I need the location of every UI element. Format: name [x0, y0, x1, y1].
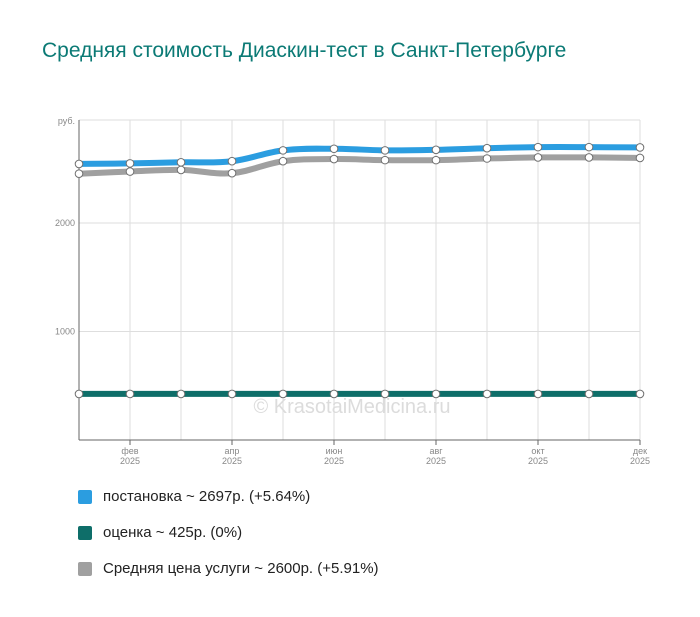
- data-point-average: [482, 154, 492, 163]
- data-point-otsenka: [431, 389, 441, 399]
- x-tick-label-year: 2025: [630, 456, 650, 466]
- watermark-text: © KrasotaiMedicina.ru: [253, 396, 450, 418]
- data-point-postanovka: [227, 156, 237, 166]
- data-point-average: [329, 154, 339, 164]
- grid-lines: [78, 119, 641, 440]
- data-point-otsenka: [278, 389, 288, 399]
- data-point-otsenka: [482, 389, 492, 399]
- y-tick-label: 1000: [55, 327, 75, 337]
- x-tick-label-month: апр: [225, 446, 240, 456]
- data-point-postanovka: [533, 142, 543, 152]
- data-point-average: [533, 153, 543, 162]
- data-point-otsenka: [125, 389, 135, 399]
- x-tick-label-month: окт: [531, 446, 544, 456]
- data-point-postanovka: [584, 142, 594, 152]
- x-tick-label-year: 2025: [528, 456, 548, 466]
- data-point-average: [176, 165, 186, 175]
- x-tick-label-month: дек: [633, 446, 647, 456]
- x-tick-label-year: 2025: [120, 456, 140, 466]
- data-point-average: [635, 153, 645, 163]
- data-point-otsenka: [74, 389, 84, 399]
- data-point-postanovka: [380, 146, 390, 155]
- legend-label-postanovka: постановка ~ 2697р. (+5.64%): [103, 488, 311, 505]
- data-point-otsenka: [176, 389, 186, 399]
- x-tick-label-month: авг: [429, 446, 443, 456]
- legend-item-postanovka[interactable]: постановка ~ 2697р. (+5.64%): [78, 487, 379, 523]
- data-point-postanovka: [635, 143, 645, 152]
- data-point-average: [227, 168, 237, 178]
- data-point-otsenka: [635, 389, 645, 399]
- data-point-average: [380, 155, 390, 165]
- legend-swatch-otsenka: [78, 526, 92, 540]
- data-point-average: [278, 156, 288, 166]
- legend-label-average: Средняя цена услуги ~ 2600р. (+5.91%): [103, 560, 379, 577]
- data-point-otsenka: [584, 389, 594, 399]
- legend-label-otsenka: оценка ~ 425р. (0%): [103, 524, 243, 541]
- data-point-postanovka: [278, 146, 288, 155]
- data-point-postanovka: [74, 159, 84, 169]
- data-point-average: [74, 169, 84, 178]
- y-axis-unit-label: руб.: [58, 116, 75, 126]
- data-point-average: [584, 153, 594, 162]
- legend-swatch-postanovka: [78, 490, 92, 504]
- data-point-otsenka: [380, 389, 390, 399]
- legend-item-otsenka[interactable]: оценка ~ 425р. (0%): [78, 523, 379, 559]
- chart-title: Средняя стоимость Диаскин-тест в Санкт-П…: [42, 39, 567, 62]
- legend-item-average[interactable]: Средняя цена услуги ~ 2600р. (+5.91%): [78, 559, 379, 595]
- data-point-postanovka: [482, 143, 492, 153]
- data-series: [74, 142, 645, 399]
- data-point-average: [431, 155, 441, 165]
- axes: руб.10002000фев2025апр2025июн2025авг2025…: [55, 116, 650, 466]
- data-point-postanovka: [176, 158, 186, 167]
- data-point-average: [125, 167, 135, 176]
- x-tick-label-month: фев: [121, 446, 138, 456]
- x-tick-label-year: 2025: [426, 456, 446, 466]
- x-tick-label-month: июн: [326, 446, 343, 456]
- series-line-average: [76, 154, 643, 177]
- chart-legend: постановка ~ 2697р. (+5.64%) оценка ~ 42…: [78, 487, 379, 595]
- x-tick-label-year: 2025: [324, 456, 344, 466]
- data-point-postanovka: [431, 145, 441, 155]
- data-point-otsenka: [329, 389, 339, 399]
- data-point-otsenka: [227, 389, 237, 399]
- data-point-otsenka: [533, 389, 543, 399]
- legend-swatch-average: [78, 562, 92, 576]
- data-point-postanovka: [329, 144, 339, 154]
- y-tick-label: 2000: [55, 218, 75, 228]
- series-line-postanovka: [76, 144, 643, 167]
- x-tick-label-year: 2025: [222, 456, 242, 466]
- data-point-postanovka: [125, 159, 135, 168]
